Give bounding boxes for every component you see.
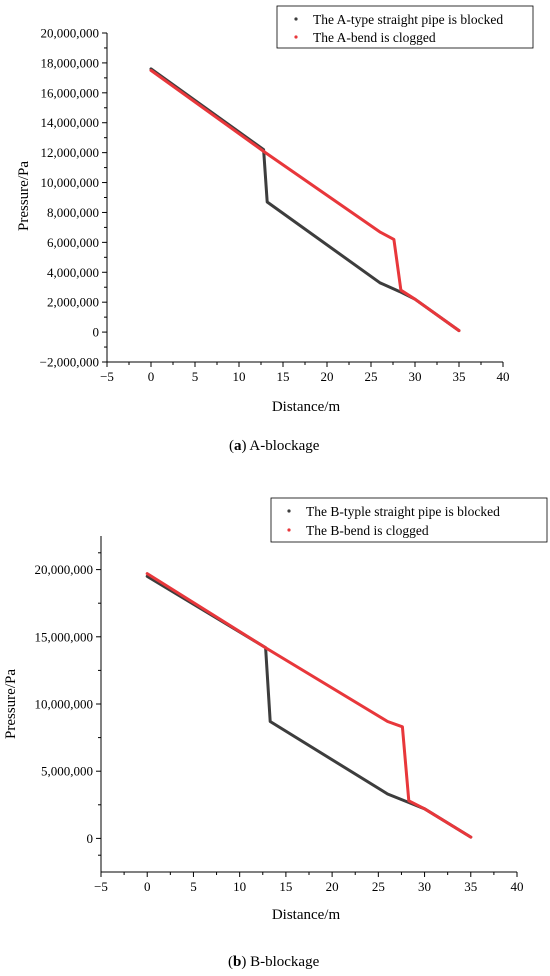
x-tick-label: 5 [192,369,199,384]
chart-a-legend-box [276,5,534,49]
chart-a-axes [102,32,504,367]
chart-b-series-2-line [145,572,473,839]
chart-a-legend: The A-type straight pipe is blocked The … [276,5,534,49]
y-tick-label: 0 [87,831,94,846]
y-tick-label: 6,000,000 [47,235,99,250]
y-tick-label: 4,000,000 [47,265,99,280]
x-tick-label: 25 [365,369,378,384]
chart-b-legend: The B-typle straight pipe is blocked The… [270,497,548,543]
chart-a-series [149,67,461,333]
y-tick-label: 12,000,000 [41,145,100,160]
x-tick-label: 40 [497,369,510,384]
chart-a-legend-label-2: The A-bend is clogged [313,30,436,45]
x-tick-label: −5 [100,369,114,384]
chart-b-caption-text: B-blockage [246,954,319,970]
y-tick-label: 20,000,000 [41,26,100,41]
chart-a-x-axis-title: Distance/m [272,399,341,415]
chart-b-x-axis-title: Distance/m [272,907,341,923]
y-tick-label: 14,000,000 [41,115,100,130]
chart-b-caption-letter: b [233,954,241,970]
x-tick-label: 0 [144,879,151,894]
chart-a-series-1-line [149,67,461,333]
x-tick-label: 5 [190,879,197,894]
x-tick-label: 35 [464,879,477,894]
y-tick-label: 15,000,000 [35,629,94,644]
x-tick-label: −5 [94,879,108,894]
y-tick-label: 0 [93,325,100,340]
y-tick-label: 10,000,000 [41,175,100,190]
chart-a-legend-marker-1 [294,17,298,21]
chart-a-y-axis-title: Pressure/Pa [16,161,32,231]
chart-b-series-1-line [145,574,473,839]
chart-a-caption-text: A-blockage [247,438,320,454]
x-tick-label: 20 [321,369,334,384]
y-tick-label: 10,000,000 [35,697,94,712]
chart-b-axes [96,536,518,877]
y-tick-label: 2,000,000 [47,295,99,310]
x-tick-label: 20 [326,879,339,894]
x-tick-label: 25 [372,879,385,894]
chart-a-legend-label-1: The A-type straight pipe is blocked [313,12,503,27]
chart-b-y-axis-title: Pressure/Pa [3,669,19,739]
y-tick-label: 20,000,000 [35,562,94,577]
chart-a-series-2-line [149,68,461,333]
chart-b-y-tick-labels: 0 5,000,000 10,000,000 15,000,000 20,000,000 [35,562,94,846]
x-tick-label: 30 [418,879,431,894]
chart-b-caption: (b) B-blockage [228,954,320,970]
chart-b-legend-box [270,497,548,543]
x-tick-label: 30 [409,369,422,384]
y-tick-label: 5,000,000 [41,764,93,779]
chart-a-caption: (a) A-blockage [229,438,320,454]
x-tick-label: 10 [233,369,246,384]
x-tick-label: 35 [453,369,466,384]
x-tick-label: 40 [511,879,524,894]
y-tick-label: 18,000,000 [41,55,100,70]
y-tick-label: 16,000,000 [41,85,100,100]
chart-a-caption-letter: a [234,438,242,454]
chart-a-legend-marker-2 [294,35,298,39]
x-tick-label: 15 [277,369,290,384]
x-tick-label: 0 [148,369,155,384]
chart-b-legend-marker-1 [287,509,291,513]
chart-b-blockage: 0 5,000,000 10,000,000 15,000,000 20,000,000… [3,497,548,970]
chart-a-blockage: −2,000,000 0 2,000,000 4,000,000 6,000,000 8,… [16,5,534,454]
chart-b-x-tick-labels: −5 0 5 10 15 20 25 30 35 40 [94,879,523,894]
x-tick-label: 10 [233,879,246,894]
x-tick-label: 15 [279,879,292,894]
chart-a-y-tick-labels: −2,000,000 0 2,000,000 4,000,000 6,000,000 8,… [40,26,99,370]
chart-b-legend-marker-2 [287,528,291,532]
chart-b-legend-label-2: The B-bend is clogged [306,523,429,538]
y-tick-label: −2,000,000 [40,355,99,370]
chart-b-legend-label-1: The B-typle straight pipe is blocked [306,504,500,519]
chart-a-x-tick-labels: −5 0 5 10 15 20 25 30 35 40 [100,369,509,384]
y-tick-label: 8,000,000 [47,205,99,220]
chart-b-series [145,572,473,839]
